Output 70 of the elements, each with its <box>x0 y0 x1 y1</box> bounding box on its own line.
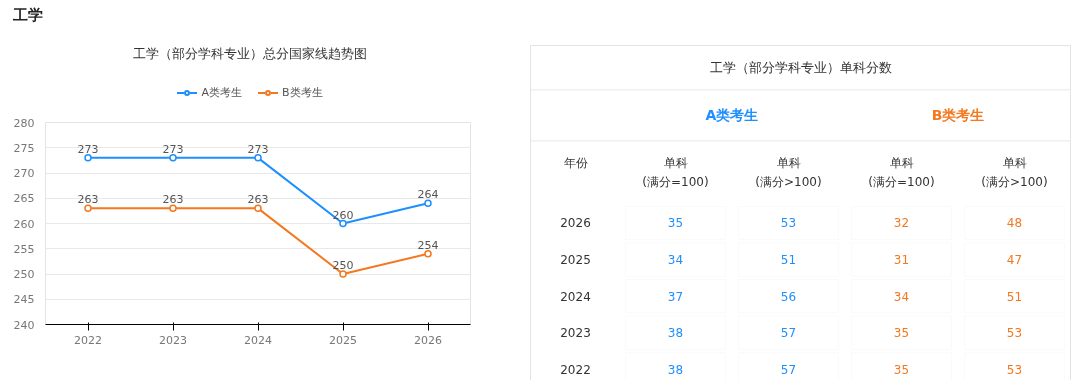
data-label: 48 <box>1006 216 1023 231</box>
y-tick-label: 270 <box>13 167 35 180</box>
data-label: 51 <box>1006 289 1023 304</box>
point <box>339 270 347 278</box>
y-tick-label: 275 <box>13 141 35 155</box>
point <box>169 154 177 162</box>
y-tick-label: 255 <box>13 242 35 256</box>
x-tick-label: 单科 (满分>100) <box>755 156 822 189</box>
point <box>84 204 92 213</box>
text: 工学 <box>13 5 43 26</box>
y-axis-title: 年份 <box>563 156 588 171</box>
data-label: 34 <box>893 289 910 304</box>
y-tick-label: 240 <box>13 318 35 332</box>
data-label: 32 <box>893 216 910 231</box>
point <box>339 219 347 228</box>
data-label: 47 <box>1006 253 1023 268</box>
data-label: 264 <box>417 188 439 202</box>
point <box>84 154 92 162</box>
y-tick-label: 265 <box>13 192 35 206</box>
data-label: 250 <box>332 259 354 272</box>
legend-label: B类考生 <box>281 85 323 101</box>
point <box>254 204 262 213</box>
data-label: 273 <box>247 142 269 156</box>
legend-label: A类考生 <box>201 85 242 101</box>
data-label: 34 <box>667 253 684 268</box>
data-label: 38 <box>667 362 684 377</box>
data-label: 273 <box>162 142 184 156</box>
point <box>424 199 432 208</box>
x-tick-label: 单科 (满分>100) <box>981 156 1048 189</box>
y-tick-label: 250 <box>13 268 35 281</box>
y-tick-label: 2025 <box>560 253 591 268</box>
data-label: 273 <box>77 142 99 156</box>
y-tick-label: 2024 <box>560 289 591 304</box>
point <box>424 250 432 258</box>
y-tick-label: 2026 <box>560 216 591 231</box>
data-label: 57 <box>780 326 797 341</box>
data-label: 31 <box>893 253 910 268</box>
data-label: 51 <box>780 253 797 268</box>
data-label: 263 <box>77 193 99 207</box>
data-label: 53 <box>1006 362 1023 377</box>
x-tick-label: 单科 (满分=100) <box>642 156 709 189</box>
data-label: 38 <box>667 326 684 341</box>
chart-title: 工学（部分学科专业）总分国家线趋势图 <box>133 45 367 63</box>
x-tick-label: 2025 <box>329 333 357 347</box>
data-label: 35 <box>893 326 910 341</box>
y-tick-label: 2022 <box>560 362 591 377</box>
text: B类考生 <box>931 107 985 124</box>
data-label: 57 <box>780 362 797 377</box>
data-label: 56 <box>780 289 797 304</box>
x-tick-label: 2023 <box>159 333 187 347</box>
data-label: 35 <box>893 362 910 377</box>
data-label: 254 <box>417 238 439 252</box>
data-label: 35 <box>667 216 684 231</box>
data-label: 260 <box>332 208 354 222</box>
y-tick-label: 245 <box>13 293 35 307</box>
x-tick-label: 2024 <box>244 333 272 347</box>
data-label: 53 <box>780 216 797 231</box>
text: A类考生 <box>705 107 759 124</box>
x-tick-label: 单科 (满分=100) <box>868 156 935 189</box>
point <box>254 154 262 162</box>
x-tick-label: 2026 <box>414 333 442 347</box>
data-label: 263 <box>162 193 184 207</box>
data-label: 263 <box>247 193 269 207</box>
chart-title: 工学（部分学科专业）单科分数 <box>709 60 892 76</box>
point <box>169 204 177 213</box>
data-label: 53 <box>1006 326 1023 341</box>
data-label: 37 <box>667 289 684 304</box>
y-tick-label: 280 <box>13 116 35 130</box>
x-tick-label: 2022 <box>74 333 102 347</box>
y-tick-label: 260 <box>13 217 35 231</box>
